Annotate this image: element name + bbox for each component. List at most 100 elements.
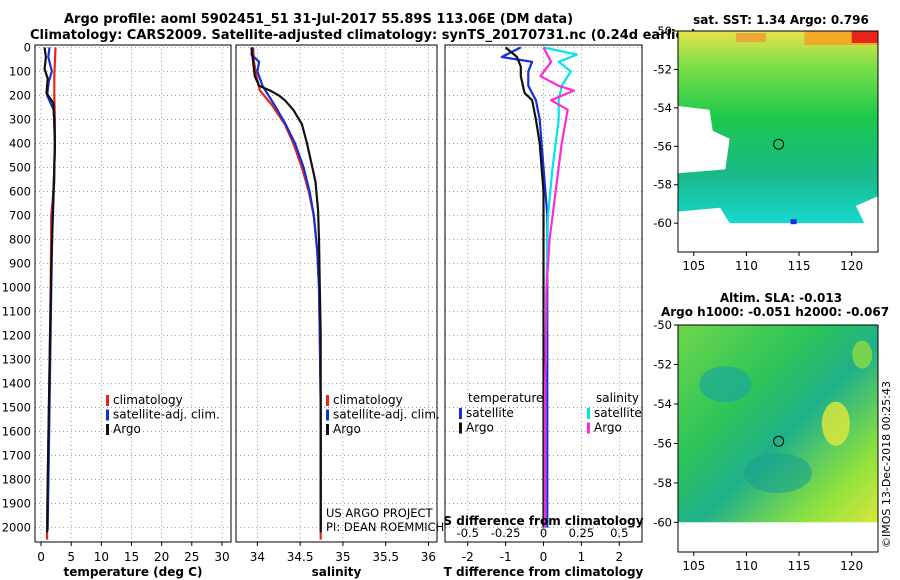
y-tick-label: 700 (9, 208, 31, 222)
series-line-salinity-satellite (543, 46, 578, 528)
y-tick-label: -52 (653, 357, 672, 371)
series-line-climatology (252, 47, 322, 540)
legend-swatch (326, 424, 329, 435)
legend-label: satellite-adj. clim. (333, 408, 440, 422)
x-tick-label: 120 (840, 259, 863, 273)
x-tick-label: 115 (788, 559, 811, 573)
x-tick-label: 0 (37, 550, 45, 564)
legend-swatch (459, 422, 462, 434)
x-tick-label: 5 (67, 550, 75, 564)
x-axis-label: salinity (312, 565, 362, 579)
x-tick-label: 15 (124, 550, 139, 564)
legend-label: satellite (466, 406, 514, 420)
x-tick-label: 105 (682, 559, 705, 573)
x-tick-label: 35.5 (372, 550, 399, 564)
legend-swatch (459, 408, 462, 419)
sla-feature (699, 366, 752, 403)
no-data-area (678, 207, 730, 224)
map-frame (677, 324, 879, 553)
legend-label: Argo (113, 422, 141, 436)
y-tick-label: 0 (24, 40, 31, 54)
y-tick-label: -56 (653, 139, 672, 153)
legend-label: Argo (333, 422, 361, 436)
x-tick-label: 2 (615, 550, 623, 564)
sst-map-panel: sat. SST: 1.34 Argo: 0.796 -50 -52 -54 -56 -5… (653, 13, 879, 273)
series-line-salinity-argo (539, 46, 575, 528)
plot-frame (34, 44, 232, 543)
x-axis-label: temperature (deg C) (64, 565, 203, 579)
x-tick-label: 34 (250, 550, 265, 564)
no-data-area (855, 196, 878, 224)
x-tick-label: 36 (421, 550, 436, 564)
series-line-argo (250, 47, 322, 533)
legend-label: Argo (594, 421, 622, 435)
y-tick-label: 500 (9, 160, 31, 174)
y-tick-label: 900 (9, 256, 31, 270)
legend-title: salinity (596, 391, 639, 405)
x2-tick-label: -0.5 (457, 526, 479, 540)
legend-swatch (587, 408, 590, 419)
legend-label: climatology (113, 393, 183, 407)
hot-patch (851, 31, 878, 43)
no-data-area (678, 105, 730, 174)
series-line-temperature-satellite (500, 46, 549, 528)
credit-line: PI: DEAN ROEMMICH (326, 520, 444, 534)
argo-location-marker (773, 138, 785, 150)
x-tick-label: 115 (788, 259, 811, 273)
x-tick-label: 34.5 (287, 550, 314, 564)
y-tick-label: 1700 (2, 449, 31, 463)
x2-tick-label: 0.25 (569, 526, 595, 540)
sla-feature (744, 453, 812, 494)
map-title: Altim. SLA: -0.013 (720, 291, 842, 305)
credit-line: US ARGO PROJECT (326, 506, 434, 520)
legend-label: satellite (594, 406, 642, 420)
y-tick-label: 600 (9, 184, 31, 198)
legend-swatch (326, 409, 329, 421)
sla-feature (852, 340, 873, 369)
map-title: sat. SST: 1.34 Argo: 0.796 (693, 13, 869, 27)
plot-frame (235, 44, 438, 543)
x-tick-label: -1 (500, 550, 512, 564)
y-tick-label: 1800 (2, 473, 31, 487)
y-tick-label: 1900 (2, 497, 31, 511)
y-tick-label: 1400 (2, 377, 31, 391)
sla-feature (821, 401, 850, 446)
y-tick-label: 1000 (2, 280, 31, 294)
x-tick-label: 105 (682, 259, 705, 273)
no-data-area (678, 223, 878, 252)
argo-location-marker (773, 435, 785, 447)
x-tick-label: 120 (840, 559, 863, 573)
legend-swatch (106, 409, 109, 421)
y-tick-label: 800 (9, 232, 31, 246)
legend-swatch (106, 395, 109, 406)
salinity-panel: 34 34.5 35 35.5 36 salinity climatologysatelli… (235, 44, 444, 579)
y-tick-label: -54 (653, 101, 672, 115)
y-tick-label: 300 (9, 112, 31, 126)
plot-subtitle: Climatology: CARS2009. Satellite-adjuste… (30, 28, 697, 43)
y-tick-label: -52 (653, 62, 672, 76)
x-tick-label: 30 (214, 550, 229, 564)
series-line-temperature-argo (504, 46, 545, 528)
legend-swatch (106, 424, 109, 435)
timestamp-watermark: ©IMOS 13-Dec-2018 00:25:43 (880, 381, 893, 548)
y-tick-label: 1300 (2, 353, 31, 367)
series-line-satellite-adj-clim- (250, 47, 322, 530)
y-tick-label: 200 (9, 88, 31, 102)
warm-patch (735, 33, 766, 42)
y-tick-label: -50 (653, 24, 672, 38)
plot-title: Argo profile: aoml 5902451_51 31-Jul-201… (64, 12, 574, 27)
x-tick-label: 10 (94, 550, 109, 564)
no-data-area (678, 522, 878, 552)
legend-swatch (326, 395, 329, 406)
y-tick-label: 1100 (2, 305, 31, 319)
series-line-argo (43, 47, 56, 533)
y-tick-label: -58 (653, 476, 672, 490)
y-tick-label: -58 (653, 178, 672, 192)
x-tick-label: 25 (184, 550, 199, 564)
legend-title: temperature (468, 391, 543, 405)
x-axis-label: T difference from climatology (444, 565, 644, 579)
cold-patch (790, 219, 797, 225)
x-tick-label: 35 (335, 550, 350, 564)
y-tick-label: -56 (653, 436, 672, 450)
